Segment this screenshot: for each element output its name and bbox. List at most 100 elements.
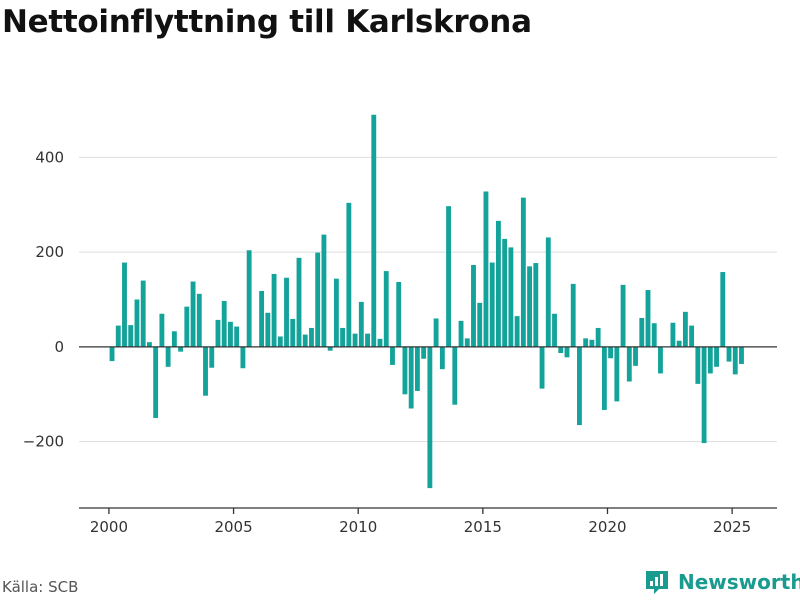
newsworthy-logo-icon	[646, 571, 668, 594]
bar	[190, 281, 196, 347]
bar	[371, 114, 377, 347]
bar	[203, 346, 208, 396]
bar	[720, 272, 726, 347]
bar	[645, 290, 651, 347]
bars	[109, 114, 744, 489]
bar	[701, 346, 707, 444]
x-tick-label: 2015	[464, 518, 502, 536]
bar	[502, 238, 508, 347]
x-tick-label: 2005	[214, 518, 252, 536]
bar	[128, 325, 134, 347]
bar	[327, 346, 333, 351]
source-note: Källa: SCB	[2, 578, 79, 596]
bar	[608, 346, 614, 359]
bar	[122, 262, 127, 347]
bar	[146, 342, 152, 347]
bar	[545, 237, 551, 347]
brand: Newsworthy	[644, 569, 800, 595]
bar	[682, 311, 688, 347]
bar	[707, 346, 713, 374]
y-tick-label: 400	[35, 148, 64, 166]
bar	[595, 327, 601, 347]
bar	[178, 346, 184, 352]
bar	[508, 247, 514, 347]
bar	[271, 273, 277, 347]
bar	[196, 293, 202, 347]
bar	[558, 346, 564, 354]
bar	[284, 277, 289, 347]
bar	[533, 263, 539, 347]
bar	[159, 313, 165, 347]
bar	[489, 262, 495, 347]
bar	[552, 313, 557, 347]
bar	[433, 318, 439, 347]
bar	[321, 234, 327, 347]
bar	[165, 346, 171, 367]
brand-name: Newsworthy	[678, 570, 800, 594]
bar	[446, 206, 451, 347]
bar	[309, 327, 314, 347]
bar	[427, 346, 433, 489]
bar	[396, 281, 402, 347]
tick-labels: −200 0 200 400 2000 2005 2010 2015 2020 2025	[23, 148, 751, 536]
y-tick-label: −200	[23, 433, 64, 451]
bar	[277, 336, 283, 347]
bar	[739, 346, 744, 364]
bar	[439, 346, 445, 370]
bar	[570, 283, 576, 347]
bar	[221, 300, 227, 347]
bar	[115, 325, 121, 347]
bar	[633, 346, 638, 366]
bar	[402, 346, 408, 395]
bar	[676, 340, 682, 347]
bar	[589, 339, 595, 347]
bar	[452, 346, 458, 405]
bar	[290, 318, 296, 347]
bar	[171, 331, 177, 347]
bar	[140, 280, 146, 347]
bar	[346, 202, 352, 347]
bar	[153, 346, 159, 418]
bar	[408, 346, 414, 409]
bar	[464, 338, 470, 347]
y-tick-label: 200	[35, 243, 64, 261]
bar	[651, 323, 657, 347]
chart-title: Nettoinflyttning till Karlskrona	[2, 4, 532, 40]
x-tick-label: 2000	[90, 518, 128, 536]
bar	[577, 346, 582, 426]
bar	[471, 264, 476, 347]
bar	[228, 321, 233, 347]
bar	[215, 319, 221, 347]
bar	[383, 271, 389, 347]
bar	[421, 346, 427, 359]
bar	[265, 312, 271, 347]
bar	[583, 338, 589, 347]
bar	[670, 322, 676, 347]
bar	[352, 333, 358, 347]
bar	[333, 278, 339, 347]
bar	[302, 334, 308, 347]
axes	[79, 346, 777, 514]
bar	[527, 266, 533, 347]
bar	[246, 250, 252, 347]
bar	[689, 325, 695, 347]
bar	[109, 346, 115, 362]
bar	[732, 346, 738, 375]
bar	[377, 338, 383, 347]
bar	[240, 346, 246, 369]
bar	[514, 316, 520, 347]
bar	[495, 220, 501, 347]
bar	[639, 318, 645, 347]
x-tick-label: 2020	[588, 518, 626, 536]
bar	[458, 320, 464, 347]
bar	[477, 302, 483, 347]
bar	[315, 252, 321, 347]
bar	[365, 333, 370, 347]
x-tick-label: 2010	[339, 518, 377, 536]
bar	[695, 346, 701, 384]
bar	[134, 299, 140, 347]
bar	[614, 346, 620, 402]
bar	[714, 346, 719, 367]
bar	[259, 290, 265, 347]
